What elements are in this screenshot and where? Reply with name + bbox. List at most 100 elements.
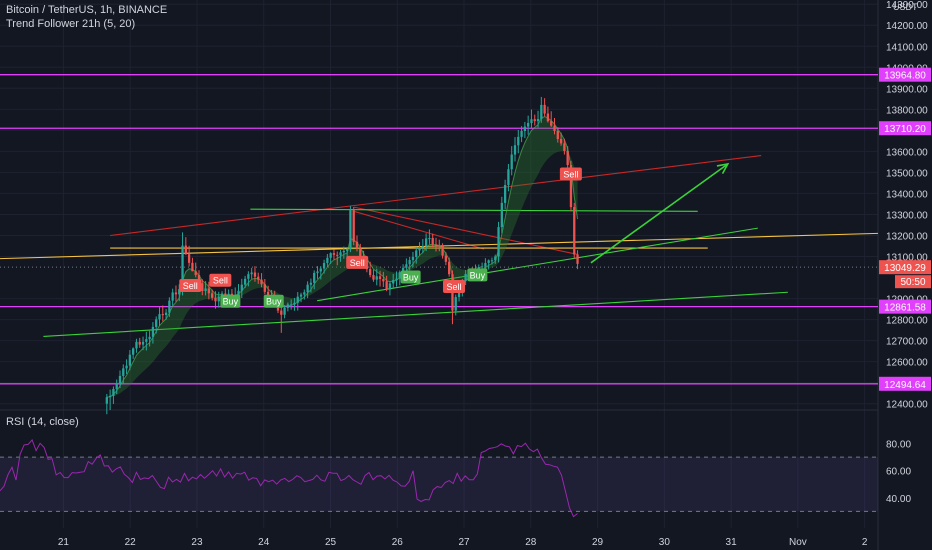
candle [401, 267, 405, 273]
candle [122, 368, 125, 376]
candle [388, 283, 392, 290]
date-tick: 2 [862, 537, 868, 548]
price-tick: 13100.00 [886, 253, 928, 264]
sell-label: Sell [563, 170, 578, 180]
candle [503, 185, 507, 203]
candle [151, 326, 155, 337]
candle [385, 281, 388, 290]
candle [105, 397, 108, 404]
candle [517, 136, 520, 146]
candle [494, 256, 497, 261]
price-label: 13049.29 [884, 263, 926, 274]
candle [319, 268, 322, 272]
candle [566, 150, 569, 166]
candle [158, 314, 161, 320]
candle [438, 245, 441, 247]
candle [484, 263, 487, 267]
signal-badge [400, 270, 421, 284]
price-tick: 14200.00 [886, 21, 928, 32]
rsi-tick: 40.00 [886, 494, 911, 505]
candle [237, 290, 240, 296]
candle [148, 336, 151, 340]
rsi-band [0, 457, 878, 512]
candle [530, 119, 533, 123]
buy-label: Buy [470, 270, 486, 280]
price-tick: 14300.00 [886, 0, 928, 11]
signal-badge [263, 294, 284, 308]
date-tick: 24 [258, 537, 270, 548]
countdown-label: 50:50 [900, 277, 925, 288]
sell-label: Sell [350, 258, 365, 268]
candle [164, 312, 168, 315]
price-tick: 13300.00 [886, 210, 928, 221]
price-label-box [879, 299, 931, 314]
candle [243, 278, 247, 285]
price-tick: 12600.00 [886, 358, 928, 369]
candle [187, 254, 191, 263]
candle [214, 297, 217, 302]
candle [441, 246, 444, 256]
candle [576, 254, 579, 264]
candle [336, 254, 339, 256]
signal-badge [179, 278, 202, 292]
price-tick: 13600.00 [886, 147, 928, 158]
signal-badge [559, 167, 582, 181]
candle [194, 271, 197, 276]
trend-follower-band [106, 116, 578, 398]
candle [372, 275, 375, 280]
candle [132, 348, 135, 355]
candle [392, 280, 395, 284]
candle [118, 375, 122, 385]
candle [497, 227, 500, 257]
candle [543, 104, 546, 114]
candle [355, 241, 359, 249]
candle [527, 123, 530, 127]
candle [250, 272, 253, 275]
candle [145, 339, 148, 342]
rsi-layer [0, 439, 878, 518]
candle [168, 300, 171, 313]
candle [201, 283, 204, 291]
rsi-tick: 60.00 [886, 467, 911, 478]
candle [296, 296, 299, 303]
candle [546, 113, 550, 122]
candle [464, 273, 467, 282]
candle [125, 365, 128, 369]
candle [553, 125, 556, 131]
candle [540, 104, 543, 120]
axes-layer: 14300.0014200.0014100.0014000.0013900.00… [58, 0, 931, 548]
candle [217, 296, 220, 302]
signal-badge [209, 273, 232, 287]
candle [408, 260, 411, 265]
price-tick: 13500.00 [886, 168, 928, 179]
candle [293, 302, 296, 305]
trend-line [353, 210, 485, 250]
candle [415, 250, 418, 257]
price-tick: 13800.00 [886, 105, 928, 116]
candle [303, 292, 306, 295]
price-label-box [879, 67, 931, 82]
candle [369, 269, 372, 276]
candle [418, 247, 421, 251]
candle [375, 276, 378, 280]
candle [313, 272, 316, 283]
candle [448, 261, 451, 275]
candle [138, 341, 141, 345]
candle [112, 388, 115, 396]
date-tick: 22 [125, 537, 137, 548]
candle [247, 274, 250, 279]
date-tick: 26 [392, 537, 404, 548]
candle [533, 119, 536, 122]
candle [171, 292, 174, 301]
grid [0, 0, 879, 550]
candle [257, 276, 260, 280]
price-tick: 13200.00 [886, 231, 928, 242]
candle [316, 271, 319, 273]
candle [184, 245, 187, 255]
date-tick: 21 [58, 537, 70, 548]
candle [299, 294, 303, 297]
date-tick: 31 [726, 537, 738, 548]
candle [329, 253, 332, 258]
candle [128, 354, 132, 366]
sell-label: Sell [183, 281, 198, 291]
